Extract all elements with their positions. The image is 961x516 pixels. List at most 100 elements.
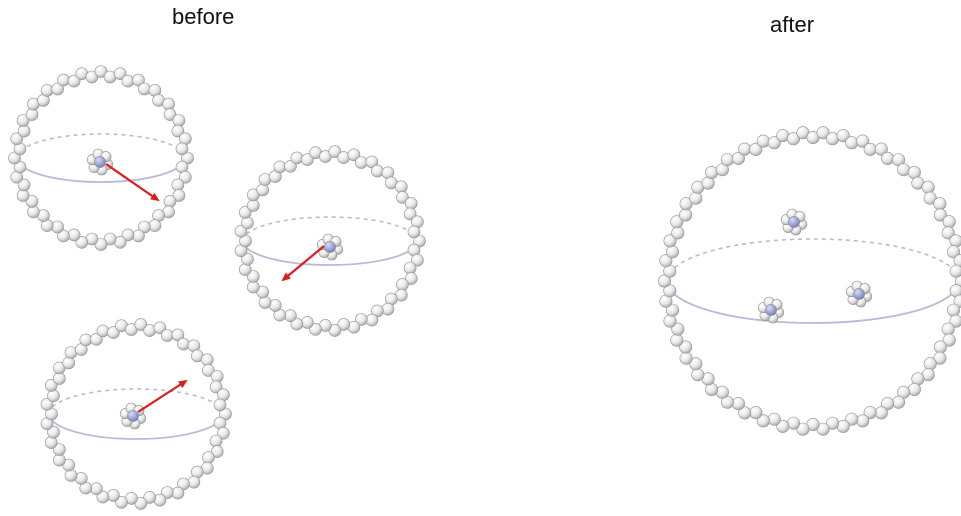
shell-bead: [79, 333, 93, 347]
shell-bead: [44, 379, 58, 392]
shell-bead: [51, 220, 64, 234]
shell-bead: [256, 183, 270, 197]
shell-bead: [64, 469, 78, 482]
shell-bead: [290, 317, 304, 331]
shell-bead: [161, 486, 174, 499]
shell-bead: [210, 370, 224, 383]
shell-bead: [394, 180, 408, 194]
shell-bead: [731, 151, 745, 165]
shell-bead: [856, 134, 870, 148]
shell-bead: [13, 160, 27, 174]
shell-bead: [179, 170, 192, 184]
shell-bead: [75, 236, 89, 249]
shell-bead: [258, 296, 272, 309]
shell-bead: [138, 82, 151, 96]
shell-bead: [121, 74, 135, 88]
shell-bead: [749, 142, 763, 156]
shell-bead: [113, 67, 127, 80]
shell-bead: [689, 357, 703, 371]
equator-front: [666, 280, 960, 324]
shell-bead: [94, 65, 108, 78]
shell-bead: [8, 151, 21, 165]
shell-bead: [51, 82, 64, 96]
cargo-cluster: [86, 148, 114, 176]
shell-bead: [27, 205, 40, 219]
motion-arrow: [137, 379, 188, 413]
shell-bead: [17, 124, 31, 138]
shell-bead: [132, 73, 145, 87]
shell-bead: [85, 70, 99, 84]
shell-bead: [161, 329, 174, 342]
shell-bead: [213, 398, 227, 412]
shell-bead: [404, 197, 418, 210]
shell-bead: [796, 422, 810, 436]
shell-bead: [396, 191, 409, 204]
cargo-cluster: [119, 402, 147, 430]
shell-bead: [767, 412, 781, 426]
cluster-core-bead: [94, 156, 106, 168]
shell-bead: [907, 382, 921, 396]
shell-bead: [284, 160, 297, 173]
shell-bead: [396, 278, 409, 291]
shell-bead: [738, 142, 752, 156]
shell-bead: [290, 151, 304, 165]
equator-front: [242, 240, 418, 266]
shell-bead: [96, 490, 110, 504]
shell-bead: [738, 406, 752, 420]
vesicle-top-left-shell-beads: [8, 65, 194, 251]
shell-bead: [836, 129, 850, 143]
shell-bead: [201, 353, 214, 367]
shell-bead: [328, 145, 342, 158]
shell-bead: [845, 136, 859, 150]
shell-bead: [933, 351, 947, 365]
shell-bead: [172, 189, 186, 202]
shell-bead: [96, 324, 110, 338]
vesicle-fused-shell-beads: [657, 126, 961, 436]
shell-bead: [10, 132, 24, 146]
shell-bead: [365, 313, 379, 327]
shell-bead: [90, 332, 103, 346]
shell-bead: [365, 155, 379, 169]
shell-bead: [665, 245, 679, 259]
shell-bead: [16, 114, 30, 127]
shell-bead: [171, 486, 185, 500]
shell-bead: [767, 136, 781, 150]
shell-bead: [371, 164, 384, 178]
vesicle-bottom-shell-beads: [40, 318, 232, 510]
cargo-cluster: [316, 233, 344, 261]
shell-bead: [301, 153, 314, 166]
shell-bead: [663, 234, 677, 248]
core-layer: [86, 148, 873, 430]
shell-bead: [413, 234, 426, 248]
shell-bead: [404, 272, 418, 285]
shell-bead: [863, 142, 877, 156]
shell-bead: [403, 261, 417, 275]
equator-back: [16, 133, 186, 159]
shell-bead: [679, 208, 693, 222]
shell-bead: [171, 328, 185, 342]
shell-bead: [153, 321, 167, 335]
shell-bead: [689, 191, 703, 205]
shell-bead: [172, 114, 186, 127]
shell-bead: [679, 351, 693, 365]
shell-bead: [238, 206, 252, 219]
shell-bead: [786, 132, 800, 146]
shell-bead: [67, 74, 81, 88]
shell-bead: [856, 414, 870, 428]
shell-bead: [381, 302, 395, 316]
shell-bead: [219, 407, 232, 421]
shell-bead: [946, 303, 960, 317]
shell-bead: [25, 195, 39, 208]
shell-bead: [731, 397, 745, 411]
shell-bead: [94, 238, 108, 251]
cluster-core-bead: [127, 410, 139, 422]
shell-bead: [171, 124, 185, 138]
shell-bead: [148, 219, 162, 232]
shell-bead: [177, 477, 190, 491]
shell-bead: [90, 482, 103, 496]
shell-bead: [115, 495, 128, 509]
shell-bead: [671, 226, 685, 240]
shell-bead: [177, 337, 190, 351]
shell-bead: [47, 389, 60, 403]
cargo-cluster: [845, 280, 873, 308]
